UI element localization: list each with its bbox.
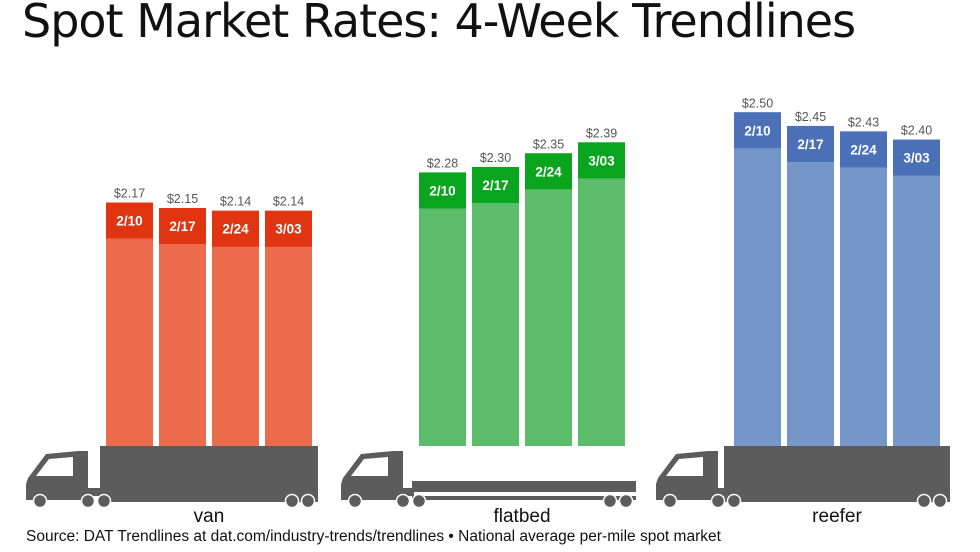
bar: 3/03 $2.39	[578, 126, 625, 447]
bar-value-label: $2.45	[795, 110, 826, 124]
bar-body	[525, 153, 572, 447]
bar: 2/10 $2.50	[734, 96, 781, 447]
bar-value-label: $2.40	[901, 124, 932, 138]
bar-body	[265, 210, 312, 446]
bar-body	[578, 142, 625, 447]
bar-body	[840, 131, 887, 447]
bar-group-van: 2/10 $2.17 2/17 $2.15 2/24 $2.14 3/03 $2.14	[106, 187, 312, 446]
bar: 2/24 $2.35	[525, 137, 572, 447]
category-label-van: van	[194, 506, 225, 527]
bar-cap	[893, 139, 940, 176]
bar-cap	[265, 210, 312, 247]
bar-cap	[578, 142, 625, 179]
bar-date-label: 2/17	[797, 137, 823, 152]
bar-body	[472, 166, 519, 446]
bar: 2/10 $2.17	[106, 187, 153, 446]
bar-value-label: $2.17	[114, 187, 145, 201]
bar-body	[106, 202, 153, 446]
bar-body	[419, 172, 466, 446]
bar-value-label: $2.50	[742, 96, 773, 110]
bar-cap	[787, 125, 834, 162]
bar-cap	[472, 166, 519, 203]
bar-date-label: 2/10	[744, 123, 770, 138]
bar-cap	[106, 202, 153, 239]
bar-value-label: $2.15	[167, 192, 198, 206]
bar-group-flatbed: 2/10 $2.28 2/17 $2.30 2/24 $2.35 3/03 $2.39	[419, 126, 625, 447]
bar-date-label: 2/17	[482, 178, 508, 193]
chart-title: Spot Market Rates: 4-Week Trendlines	[22, 0, 856, 48]
flatbed-truck-icon	[341, 451, 636, 509]
bar-cap	[734, 112, 781, 149]
bar-value-label: $2.30	[480, 151, 511, 165]
bar-value-label: $2.35	[533, 137, 564, 151]
bar-date-label: 2/10	[116, 214, 142, 229]
bar: 2/17 $2.15	[159, 192, 206, 446]
bar-value-label: $2.14	[273, 195, 304, 209]
source-note: Source: DAT Trendlines at dat.com/indust…	[26, 528, 721, 545]
category-label-reefer: reefer	[812, 506, 862, 527]
bar-value-label: $2.14	[220, 195, 251, 209]
bar-body	[212, 210, 259, 446]
bar-value-label: $2.39	[586, 126, 617, 140]
reefer-truck-icon	[656, 446, 950, 509]
bar-value-label: $2.43	[848, 115, 879, 129]
bar-cap	[525, 153, 572, 190]
bar-date-label: 2/24	[850, 142, 877, 157]
bar: 2/24 $2.43	[840, 115, 887, 447]
bar-date-label: 3/03	[903, 151, 930, 166]
bar-value-label: $2.28	[427, 156, 458, 170]
bar-cap	[212, 210, 259, 247]
bar-date-label: 2/10	[429, 183, 455, 198]
bar-date-label: 2/24	[535, 164, 562, 179]
bar-cap	[840, 131, 887, 168]
bar-date-label: 3/03	[588, 153, 615, 168]
bar-body	[893, 139, 940, 446]
bar: 3/03 $2.40	[893, 124, 940, 446]
bar-body	[787, 125, 834, 446]
bar-cap	[159, 208, 206, 244]
category-label-flatbed: flatbed	[493, 506, 550, 527]
van-truck-icon	[26, 446, 318, 509]
bar-date-label: 2/24	[222, 222, 249, 237]
bar-cap	[419, 172, 466, 209]
bar: 2/10 $2.28	[419, 156, 466, 446]
bar: 2/17 $2.30	[472, 151, 519, 446]
bar: 2/24 $2.14	[212, 195, 259, 446]
bar-body	[159, 208, 206, 446]
bar-date-label: 2/17	[169, 219, 195, 234]
bar-group-reefer: 2/10 $2.50 2/17 $2.45 2/24 $2.43 3/03 $2.40	[734, 96, 940, 447]
bar-body	[734, 112, 781, 447]
bar: 3/03 $2.14	[265, 195, 312, 446]
bar-date-label: 3/03	[275, 222, 302, 237]
bar: 2/17 $2.45	[787, 110, 834, 446]
